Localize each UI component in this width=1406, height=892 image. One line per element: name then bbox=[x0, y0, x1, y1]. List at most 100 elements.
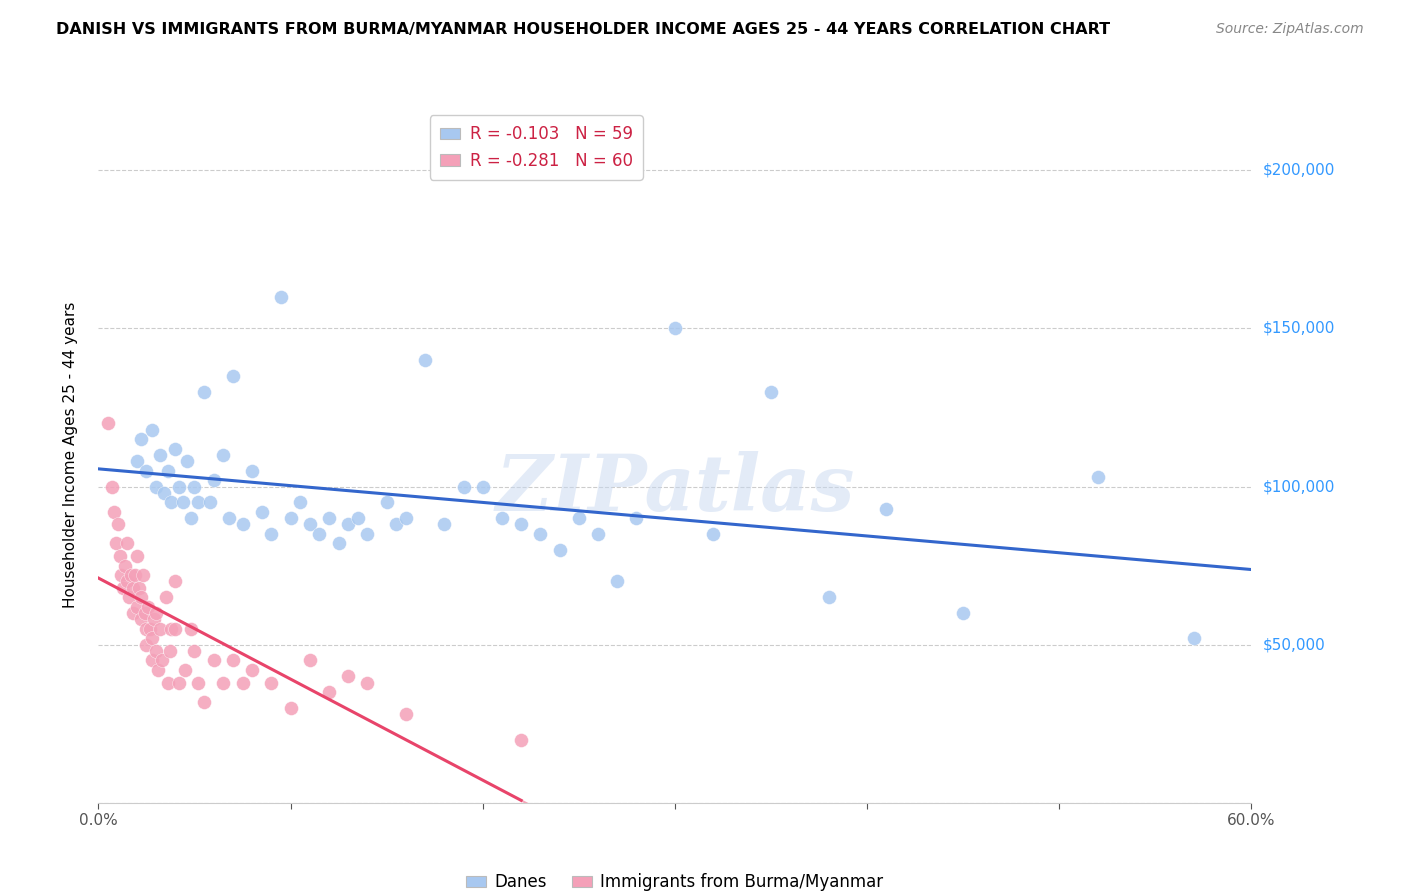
Point bbox=[172, 495, 194, 509]
Point bbox=[112, 581, 135, 595]
Point bbox=[135, 464, 157, 478]
Point bbox=[290, 495, 312, 509]
Point bbox=[328, 536, 350, 550]
Point bbox=[298, 653, 321, 667]
Point bbox=[240, 663, 263, 677]
Point bbox=[156, 464, 179, 478]
Point bbox=[413, 353, 436, 368]
Point bbox=[395, 511, 418, 525]
Point bbox=[433, 517, 456, 532]
Point bbox=[143, 612, 166, 626]
Point bbox=[174, 663, 197, 677]
Point bbox=[491, 511, 513, 525]
Point bbox=[110, 568, 132, 582]
Point bbox=[145, 606, 167, 620]
Point bbox=[356, 675, 378, 690]
Point bbox=[129, 432, 152, 446]
Point bbox=[218, 511, 240, 525]
Point bbox=[145, 479, 167, 493]
Point bbox=[606, 574, 628, 589]
Point bbox=[375, 495, 398, 509]
Point bbox=[129, 612, 152, 626]
Point bbox=[176, 454, 198, 468]
Point bbox=[1182, 632, 1205, 646]
Legend: Danes, Immigrants from Burma/Myanmar: Danes, Immigrants from Burma/Myanmar bbox=[460, 867, 890, 892]
Point bbox=[165, 442, 187, 456]
Point bbox=[129, 591, 152, 605]
Text: DANISH VS IMMIGRANTS FROM BURMA/MYANMAR HOUSEHOLDER INCOME AGES 25 - 44 YEARS CO: DANISH VS IMMIGRANTS FROM BURMA/MYANMAR … bbox=[56, 22, 1111, 37]
Point bbox=[124, 568, 146, 582]
Point bbox=[149, 622, 172, 636]
Point bbox=[759, 384, 782, 399]
Point bbox=[155, 591, 177, 605]
Point bbox=[141, 423, 163, 437]
Point bbox=[298, 517, 321, 532]
Point bbox=[117, 574, 138, 589]
Text: $50,000: $50,000 bbox=[1263, 637, 1326, 652]
Point bbox=[125, 549, 148, 563]
Point bbox=[308, 527, 330, 541]
Point bbox=[103, 505, 125, 519]
Point bbox=[395, 707, 418, 722]
Point bbox=[280, 701, 302, 715]
Point bbox=[128, 581, 150, 595]
Point bbox=[270, 290, 292, 304]
Point bbox=[141, 653, 163, 667]
Point bbox=[187, 495, 209, 509]
Point bbox=[202, 473, 225, 487]
Point bbox=[664, 321, 686, 335]
Point bbox=[568, 511, 591, 525]
Point bbox=[150, 653, 173, 667]
Point bbox=[529, 527, 551, 541]
Point bbox=[160, 495, 183, 509]
Point bbox=[510, 732, 533, 747]
Point bbox=[231, 517, 254, 532]
Point bbox=[318, 511, 340, 525]
Point bbox=[165, 574, 187, 589]
Point bbox=[114, 558, 136, 573]
Point bbox=[548, 542, 571, 557]
Point bbox=[337, 669, 360, 683]
Point bbox=[453, 479, 475, 493]
Point bbox=[180, 622, 202, 636]
Point bbox=[183, 479, 205, 493]
Point bbox=[152, 486, 174, 500]
Point bbox=[120, 568, 142, 582]
Point bbox=[260, 527, 283, 541]
Point bbox=[193, 695, 215, 709]
Point bbox=[122, 581, 145, 595]
Point bbox=[250, 505, 273, 519]
Point bbox=[222, 368, 245, 383]
Point bbox=[135, 638, 157, 652]
Point bbox=[167, 675, 190, 690]
Point bbox=[202, 653, 225, 667]
Point bbox=[101, 479, 124, 493]
Point bbox=[104, 536, 127, 550]
Point bbox=[346, 511, 368, 525]
Point bbox=[385, 517, 408, 532]
Point bbox=[108, 549, 131, 563]
Point bbox=[156, 675, 179, 690]
Point bbox=[471, 479, 494, 493]
Point bbox=[952, 606, 974, 620]
Point bbox=[356, 527, 378, 541]
Point bbox=[875, 501, 897, 516]
Point bbox=[125, 454, 148, 468]
Point bbox=[817, 591, 839, 605]
Point bbox=[107, 517, 129, 532]
Point bbox=[212, 448, 235, 462]
Point bbox=[165, 622, 187, 636]
Text: $100,000: $100,000 bbox=[1263, 479, 1336, 494]
Point bbox=[702, 527, 724, 541]
Point bbox=[180, 511, 202, 525]
Y-axis label: Householder Income Ages 25 - 44 years: Householder Income Ages 25 - 44 years bbox=[63, 301, 77, 608]
Point bbox=[318, 685, 340, 699]
Text: $200,000: $200,000 bbox=[1263, 163, 1336, 178]
Point bbox=[212, 675, 235, 690]
Point bbox=[139, 622, 162, 636]
Text: Source: ZipAtlas.com: Source: ZipAtlas.com bbox=[1216, 22, 1364, 37]
Point bbox=[1087, 470, 1109, 484]
Point bbox=[337, 517, 360, 532]
Point bbox=[231, 675, 254, 690]
Text: $150,000: $150,000 bbox=[1263, 321, 1336, 336]
